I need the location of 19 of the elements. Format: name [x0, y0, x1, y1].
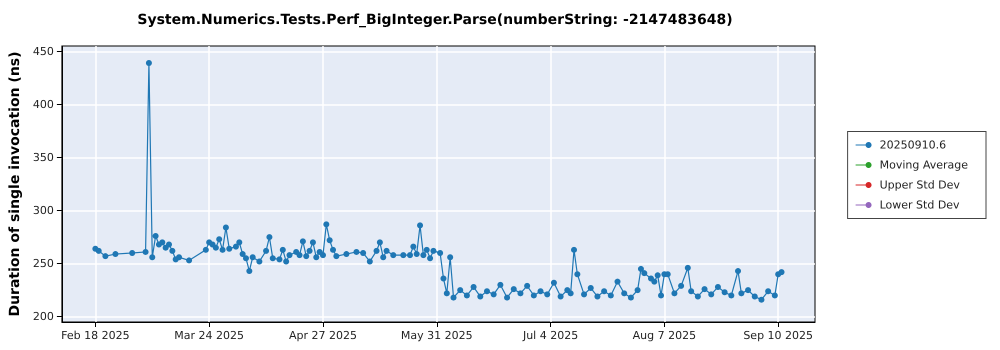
x-tick-label: Feb 18 2025 [61, 329, 130, 342]
x-tick-label: Aug 7 2025 [632, 329, 696, 342]
x-tick-label: Mar 24 2025 [174, 329, 244, 342]
legend-label: Moving Average [880, 158, 968, 172]
y-tick-label: 300 [32, 204, 54, 218]
y-tick-label: 200 [32, 310, 54, 324]
x-tick-label: Apr 27 2025 [288, 329, 357, 342]
y-tick-label: 350 [32, 150, 54, 164]
x-tick-label: Jul 4 2025 [522, 329, 578, 342]
y-tick-label: 250 [32, 257, 54, 270]
y-axis-title: Duration of single invocation (ns) [7, 51, 23, 317]
legend-label: Lower Std Dev [880, 198, 960, 212]
x-tick-label: May 31 2025 [400, 329, 473, 342]
x-tick-label: Sep 10 2025 [743, 329, 814, 342]
y-tick-label: 400 [32, 98, 54, 111]
legend-label: Upper Std Dev [880, 178, 960, 192]
y-tick-label: 450 [32, 44, 54, 58]
legend-label: 20250910.6 [880, 138, 946, 152]
chart-title: System.Numerics.Tests.Perf_BigInteger.Parse(numberString: -2147483648) [137, 12, 733, 28]
